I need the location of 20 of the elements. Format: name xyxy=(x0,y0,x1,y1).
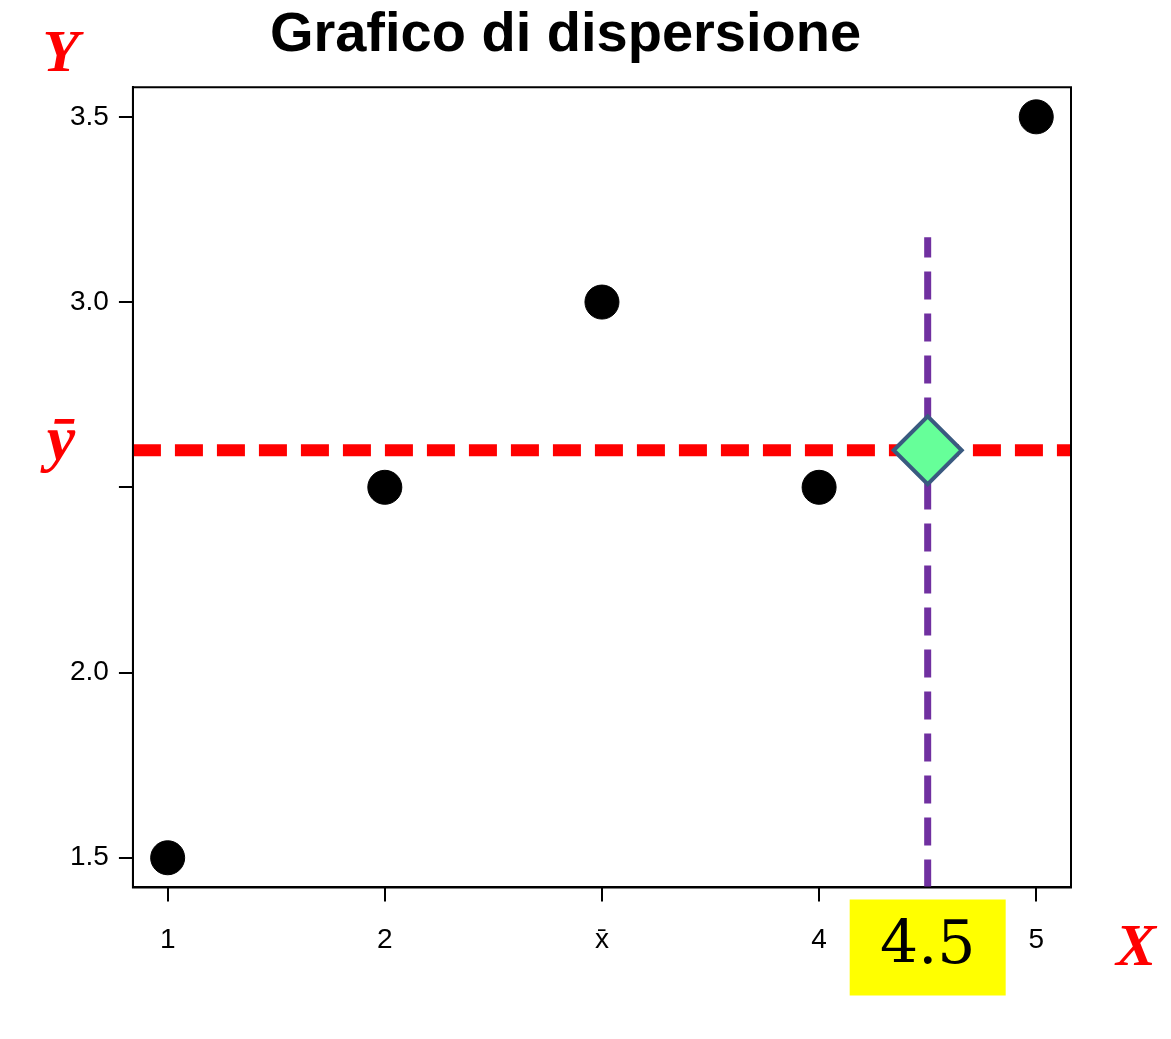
point xyxy=(584,284,620,320)
x-tick-label: 4 xyxy=(811,922,827,954)
chart-title: Grafico di dispersione xyxy=(269,0,862,64)
x-axis-title: X xyxy=(1113,911,1158,978)
y-axis-title: Y xyxy=(42,17,85,84)
x-tick-label: x̄ xyxy=(594,922,609,954)
x-tick-label: 2 xyxy=(377,922,393,954)
ref-line-label: ȳ xyxy=(39,401,76,473)
x-tick-label: 5 xyxy=(1028,922,1045,954)
point xyxy=(891,414,964,487)
y-tick-label: 3.0 xyxy=(69,284,109,316)
x-tick-label: 1 xyxy=(159,922,176,954)
point xyxy=(367,469,403,505)
point xyxy=(1018,99,1054,135)
point xyxy=(801,469,837,505)
point xyxy=(150,840,186,876)
ref-line-label: 4.5 xyxy=(879,906,976,977)
y-tick-label: 1.5 xyxy=(69,840,109,872)
y-tick-label: 2.0 xyxy=(69,655,109,687)
y-tick-label: 3.5 xyxy=(69,99,109,131)
